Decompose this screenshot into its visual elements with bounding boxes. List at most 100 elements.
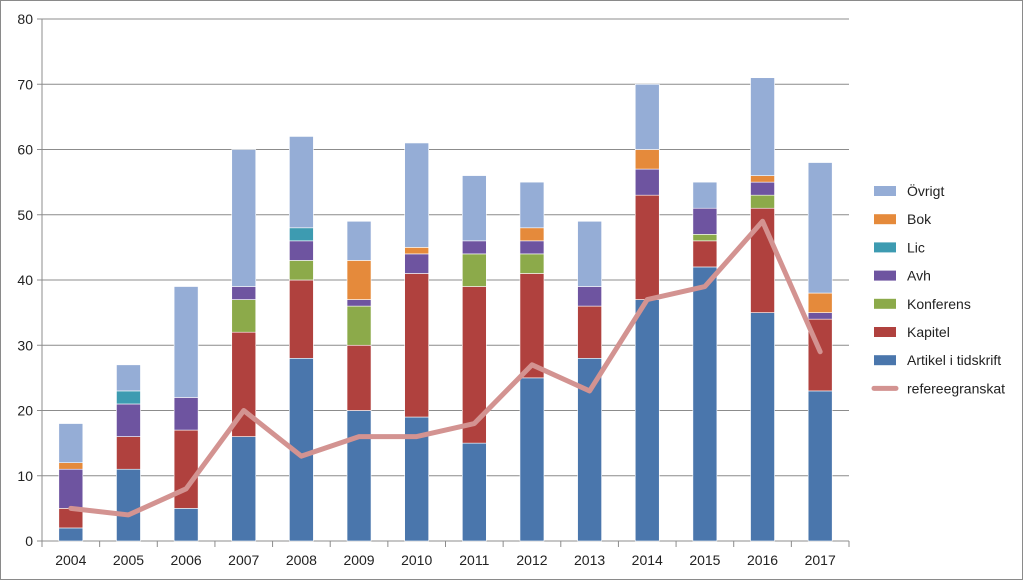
bar-segment--vrigt bbox=[404, 142, 429, 248]
bar-segment-artikel-i-tidskrift bbox=[116, 468, 141, 542]
bar-segment-bok bbox=[346, 260, 372, 300]
bar-segment-konferens bbox=[692, 234, 718, 242]
bars bbox=[58, 77, 833, 542]
legend-label: Artikel i tidskrift bbox=[907, 352, 1001, 368]
bar-segment-bok bbox=[58, 462, 84, 470]
x-tick-label: 2010 bbox=[401, 552, 432, 568]
gridlines bbox=[42, 18, 849, 477]
bar-segment-artikel-i-tidskrift bbox=[807, 390, 833, 542]
axes bbox=[37, 18, 850, 547]
bar-segment--vrigt bbox=[807, 162, 833, 294]
bar-segment-avh bbox=[404, 253, 429, 274]
legend-label: Avh bbox=[907, 268, 931, 284]
bar-segment-artikel-i-tidskrift bbox=[173, 508, 199, 542]
y-tick-label: 60 bbox=[17, 142, 33, 158]
bar-segment-artikel-i-tidskrift bbox=[750, 312, 775, 542]
legend-label: Lic bbox=[907, 239, 925, 255]
bar-segment-avh bbox=[116, 403, 141, 437]
x-tick-label: 2017 bbox=[805, 552, 836, 568]
bar-segment--vrigt bbox=[289, 136, 314, 229]
x-tick-label: 2016 bbox=[747, 552, 778, 568]
bar-segment-avh bbox=[231, 286, 257, 300]
bar-segment-bok bbox=[519, 227, 545, 242]
bar-segment-artikel-i-tidskrift bbox=[634, 299, 660, 542]
legend: Övrigt Bok Lic Avh Konferens Kapitel Artikel i… bbox=[871, 182, 1005, 396]
bar-segment-kapitel bbox=[289, 279, 314, 359]
bar-segment-avh bbox=[634, 168, 660, 196]
x-tick-label: 2013 bbox=[574, 552, 605, 568]
bar-segment--vrigt bbox=[346, 220, 372, 261]
bar-segment-artikel-i-tidskrift bbox=[692, 266, 718, 542]
bar-segment-kapitel bbox=[519, 273, 545, 379]
x-tick-label: 2006 bbox=[171, 552, 202, 568]
bar-segment-avh bbox=[519, 240, 545, 255]
line-refereegranskat bbox=[68, 218, 823, 518]
y-tick-label: 70 bbox=[17, 76, 33, 92]
y-tick-label: 10 bbox=[17, 468, 33, 484]
legend-swatch bbox=[874, 270, 896, 281]
bar-segment--vrigt bbox=[692, 181, 718, 209]
bar-segment-kapitel bbox=[577, 305, 602, 359]
bar-segment-kapitel bbox=[634, 194, 660, 300]
bar-segment-bok bbox=[634, 149, 660, 170]
bar-segment-kapitel bbox=[404, 273, 429, 418]
x-tick-label: 2008 bbox=[286, 552, 317, 568]
bar-segment-avh bbox=[173, 397, 199, 431]
bar-segment--vrigt bbox=[462, 175, 487, 242]
legend-label: Övrigt bbox=[907, 182, 944, 199]
bar-segment-kapitel bbox=[346, 344, 372, 411]
y-tick-label: 40 bbox=[17, 272, 33, 288]
bar-segment-kapitel bbox=[462, 286, 487, 444]
y-tick-label: 0 bbox=[25, 533, 33, 549]
bar-segment-avh bbox=[346, 299, 372, 307]
bar-segment-artikel-i-tidskrift bbox=[519, 377, 545, 542]
y-tick-label: 50 bbox=[17, 207, 33, 223]
x-tick-label: 2009 bbox=[343, 552, 374, 568]
bar-segment-artikel-i-tidskrift bbox=[462, 442, 487, 542]
x-tick-label: 2004 bbox=[55, 552, 86, 568]
bar-segment--vrigt bbox=[58, 423, 84, 463]
legend-swatch bbox=[874, 186, 896, 196]
legend-swatch bbox=[874, 214, 896, 225]
bar-segment-avh bbox=[58, 468, 84, 509]
bar-segment--vrigt bbox=[577, 220, 602, 287]
bar-segment-konferens bbox=[289, 260, 314, 281]
legend-label: refereegranskat bbox=[907, 380, 1005, 396]
x-tick-label: 2014 bbox=[632, 552, 663, 568]
bar-segment--vrigt bbox=[750, 77, 775, 176]
legend-label: Konferens bbox=[907, 296, 971, 312]
bar-segment-bok bbox=[807, 292, 833, 313]
legend-swatch bbox=[874, 242, 896, 253]
bar-segment--vrigt bbox=[231, 149, 257, 287]
bar-segment-kapitel bbox=[692, 240, 718, 268]
bar-segment-kapitel bbox=[116, 436, 141, 470]
bar-segment-konferens bbox=[519, 253, 545, 274]
legend-label: Bok bbox=[907, 211, 932, 227]
x-tick-label: 2005 bbox=[113, 552, 144, 568]
bar-segment--vrigt bbox=[519, 181, 545, 229]
legend-label: Kapitel bbox=[907, 324, 950, 340]
x-tick-label: 2012 bbox=[516, 552, 547, 568]
bar-segment-bok bbox=[404, 247, 429, 255]
bar-segment--vrigt bbox=[634, 83, 660, 150]
bar-segment-artikel-i-tidskrift bbox=[231, 436, 257, 542]
legend-swatch bbox=[874, 327, 896, 337]
legend-swatch bbox=[874, 355, 896, 366]
y-tick-label: 20 bbox=[17, 403, 33, 419]
line-series bbox=[68, 218, 823, 518]
bar-segment-lic bbox=[116, 390, 141, 405]
bar-segment--vrigt bbox=[173, 286, 199, 398]
bar-segment-avh bbox=[462, 240, 487, 255]
x-tick-label: 2011 bbox=[459, 552, 489, 568]
y-tick-label: 80 bbox=[17, 11, 33, 27]
bar-segment-konferens bbox=[462, 253, 487, 287]
x-tick-label: 2007 bbox=[228, 552, 259, 568]
bar-segment-konferens bbox=[231, 299, 257, 333]
bar-segment--vrigt bbox=[116, 364, 141, 392]
bar-segment-konferens bbox=[346, 305, 372, 346]
tick-labels: 0 10 20 30 40 50 60 70 80 2004 2005 2006 2007 2008 200… bbox=[17, 11, 836, 568]
bar-segment-artikel-i-tidskrift bbox=[58, 527, 84, 542]
bar-segment-artikel-i-tidskrift bbox=[346, 410, 372, 542]
